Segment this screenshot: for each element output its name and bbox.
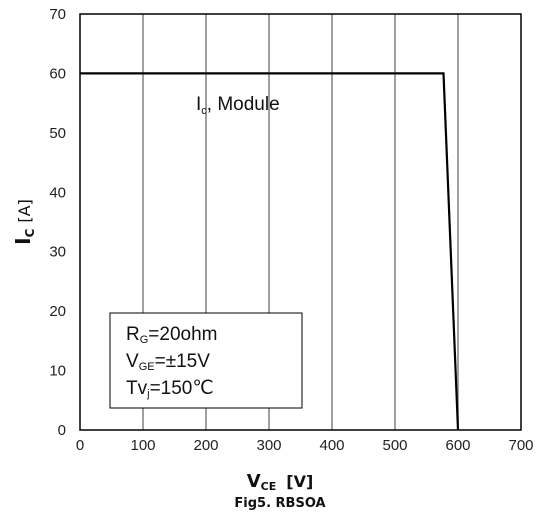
series-label-main: I — [196, 94, 201, 115]
y-axis-title-main: I — [11, 237, 35, 244]
condition-0: RG=20ohm — [126, 324, 218, 346]
x-tick-0: 0 — [76, 437, 84, 454]
series-line-0 — [80, 72, 460, 431]
y-tick-labels: 0 10 20 30 40 50 60 70 — [49, 6, 66, 439]
x-tick-100: 100 — [130, 437, 155, 454]
y-tick-60: 60 — [49, 65, 66, 82]
condition-0-sub: G — [140, 334, 149, 346]
x-axis-title: VCE [V] — [247, 471, 314, 493]
condition-0-rest: =20ohm — [148, 324, 217, 345]
series-label: Ic, Module — [196, 94, 280, 117]
condition-1-main: V — [126, 351, 139, 372]
x-axis-title-unit: [V] — [286, 472, 313, 491]
condition-2-sub: j — [146, 388, 149, 400]
x-tick-labels: 0 100 200 300 400 500 600 700 — [76, 437, 534, 454]
y-tick-70: 70 — [49, 6, 66, 23]
series-group — [80, 72, 460, 431]
condition-2: Tvj=150℃ — [126, 378, 214, 400]
x-axis-title-main: V — [247, 471, 261, 492]
y-tick-10: 10 — [49, 363, 66, 380]
x-tick-600: 600 — [445, 437, 470, 454]
y-tick-30: 30 — [49, 244, 66, 261]
condition-1-sub: GE — [139, 361, 155, 373]
x-tick-200: 200 — [193, 437, 218, 454]
condition-1-rest: =±15V — [155, 351, 211, 372]
series-label-sub: c — [201, 105, 207, 117]
x-tick-500: 500 — [382, 437, 407, 454]
y-tick-0: 0 — [58, 422, 66, 439]
y-axis-title: IC [A] — [11, 199, 37, 245]
conditions-list: RG=20ohm VGE=±15V Tvj=150℃ — [126, 324, 218, 400]
x-tick-400: 400 — [319, 437, 344, 454]
y-axis-title-sub: C — [23, 228, 37, 237]
x-tick-700: 700 — [508, 437, 533, 454]
y-axis-title-unit: [A] — [15, 199, 34, 222]
y-tick-40: 40 — [49, 184, 66, 201]
condition-1: VGE=±15V — [126, 351, 210, 373]
x-tick-300: 300 — [256, 437, 281, 454]
y-tick-50: 50 — [49, 125, 66, 142]
condition-2-rest: =150℃ — [150, 378, 214, 399]
conditions-box — [109, 312, 303, 409]
condition-2-main: Tv — [126, 378, 148, 399]
x-axis-title-sub: CE — [261, 480, 277, 493]
condition-0-main: R — [126, 324, 140, 345]
y-tick-20: 20 — [49, 303, 66, 320]
series-label-rest: , Module — [207, 94, 280, 115]
plot-frame — [79, 13, 522, 431]
figure-caption: Fig5. RBSOA — [234, 496, 325, 511]
